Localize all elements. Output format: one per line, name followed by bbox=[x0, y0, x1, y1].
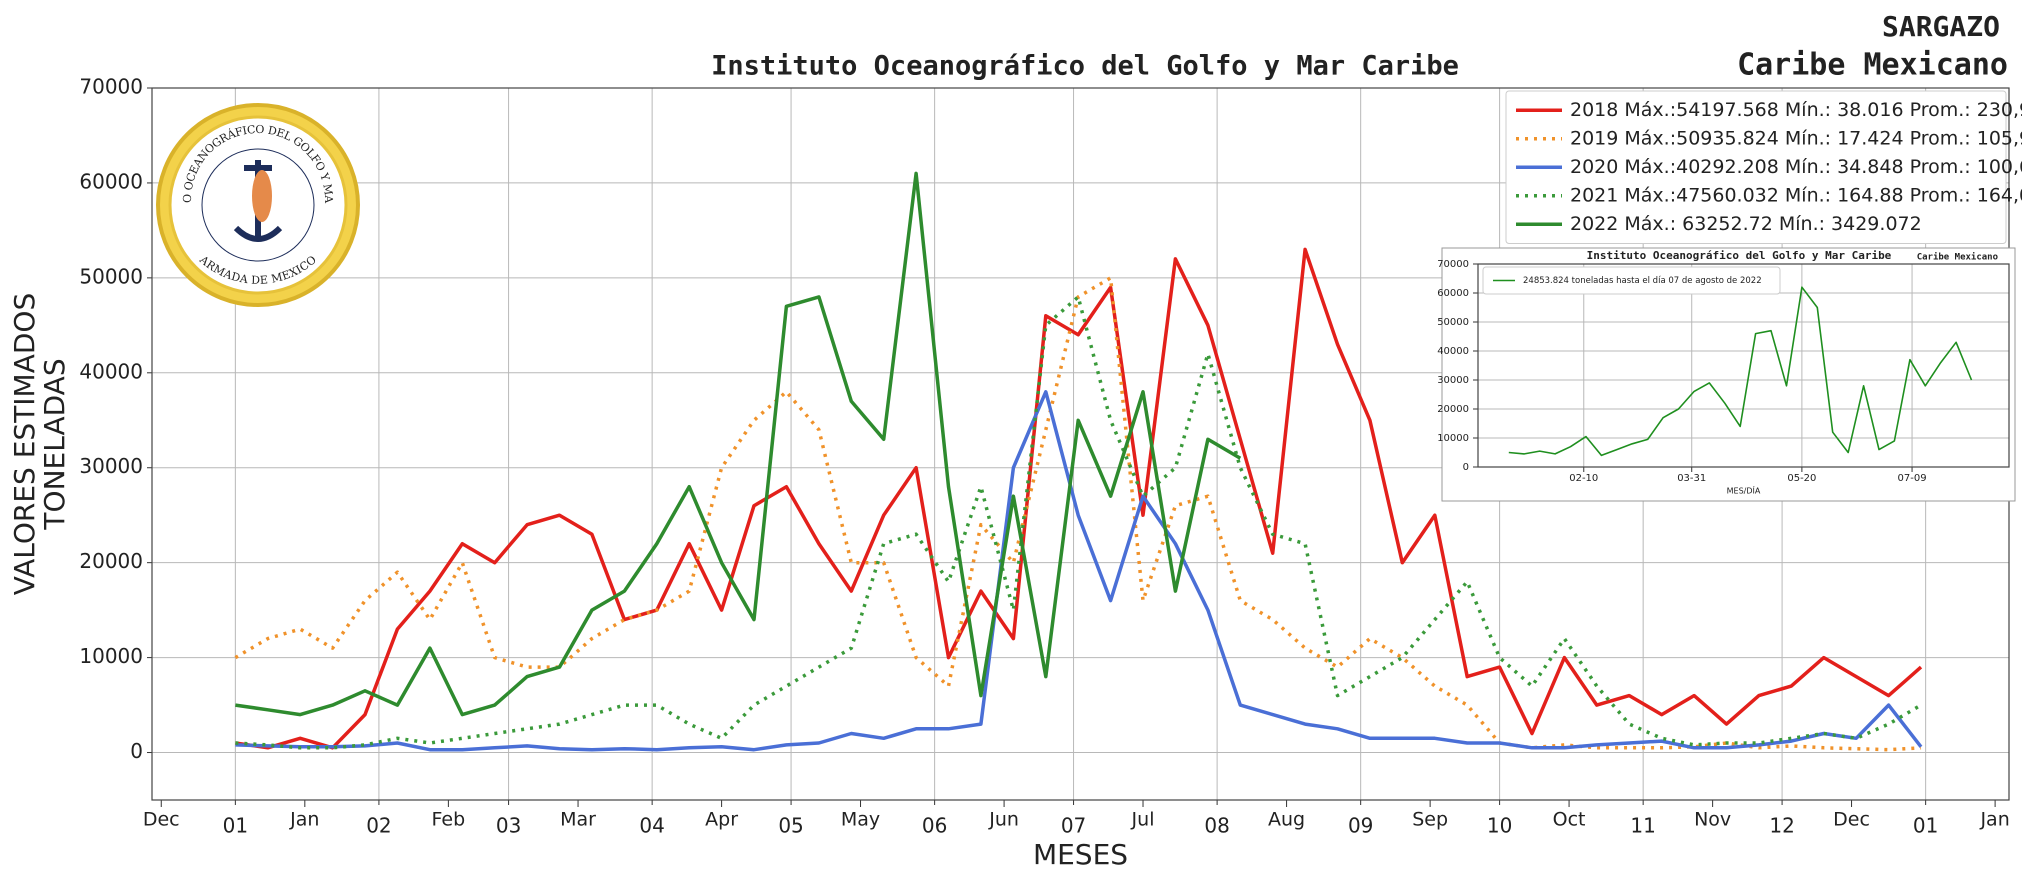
x2-tick-label: Jun bbox=[988, 809, 1019, 831]
x-tick-label: 01 bbox=[1913, 814, 1938, 838]
x2-tick-label: Sep bbox=[1412, 809, 1448, 831]
x2-tick-label: Feb bbox=[432, 809, 466, 831]
inset-region: Caribe Mexicano bbox=[1917, 252, 1998, 263]
legend-box bbox=[1482, 266, 1781, 295]
x-tick-label: 05-20 bbox=[1787, 473, 1816, 484]
x-tick-label: 09 bbox=[1348, 814, 1373, 838]
series-line bbox=[235, 247, 1923, 750]
x-tick-label: 05 bbox=[778, 814, 803, 838]
x2-tick-label: Nov bbox=[1694, 809, 1731, 831]
x-tick-label: 11 bbox=[1630, 814, 1655, 838]
x-axis-label: MES/DÍA bbox=[1727, 485, 1761, 496]
plot-area bbox=[1478, 264, 2009, 467]
x2-tick-label: Oct bbox=[1553, 809, 1586, 831]
y-tick-label: 20000 bbox=[79, 549, 143, 573]
x2-tick-label: Dec bbox=[1833, 809, 1870, 831]
y-tick-label: 10000 bbox=[79, 644, 143, 668]
x-tick-label: 01 bbox=[223, 814, 248, 838]
series-line bbox=[235, 171, 1242, 717]
x2-tick-label: May bbox=[841, 809, 880, 831]
y-tick-label: 50000 bbox=[79, 264, 143, 288]
region-title: Caribe Mexicano bbox=[1737, 48, 2008, 83]
x-tick-label: 07-09 bbox=[1898, 473, 1927, 484]
y-tick-label: 40000 bbox=[1437, 346, 1469, 357]
chart-title: Instituto Oceanográfico del Golfo y Mar … bbox=[711, 51, 1459, 82]
x2-tick-label: Jan bbox=[1979, 809, 2009, 831]
x2-tick-label: Aug bbox=[1268, 809, 1305, 831]
x2-tick-label: Apr bbox=[705, 809, 738, 831]
plot-frame bbox=[1477, 263, 2010, 468]
x-tick-label: 03 bbox=[496, 814, 521, 838]
series-line bbox=[235, 390, 1923, 752]
x-tick-label: 02-10 bbox=[1569, 473, 1598, 484]
series-line bbox=[234, 276, 1922, 752]
series-line bbox=[1508, 286, 1973, 457]
x-tick-label: 06 bbox=[922, 814, 947, 838]
legend-label: 2022 Máx.: 63252.72 Mín.: 3429.072 bbox=[1570, 213, 1922, 235]
x-tick-label: 04 bbox=[639, 814, 664, 838]
y-tick-label: 0 bbox=[130, 739, 143, 763]
x-tick-label: 07 bbox=[1061, 814, 1086, 838]
legend-label: 2020 Máx.:40292.208 Mín.: 34.848 Prom.: … bbox=[1570, 156, 2022, 178]
y-tick-label: 30000 bbox=[79, 454, 143, 478]
x-tick-label: 10 bbox=[1487, 814, 1512, 838]
x2-tick-label: Jan bbox=[289, 809, 319, 831]
y-tick-label: 50000 bbox=[1437, 317, 1469, 328]
y-tick-label: 60000 bbox=[1437, 288, 1469, 299]
y-tick-label: 20000 bbox=[1437, 404, 1469, 415]
y-tick-label: 70000 bbox=[79, 75, 143, 99]
x-axis-label: MESES bbox=[1033, 838, 1128, 871]
legend-label: 2021 Máx.:47560.032 Mín.: 164.88 Prom.: … bbox=[1570, 184, 2022, 206]
y-axis-label: TONELADAS bbox=[38, 358, 71, 530]
x-tick-label: 12 bbox=[1769, 814, 1794, 838]
supertitle: SARGAZO bbox=[1882, 10, 2000, 43]
legend-label: 24853.824 toneladas hasta el día 07 de a… bbox=[1523, 276, 1762, 286]
x2-tick-label: Dec bbox=[143, 809, 180, 831]
x2-tick-label: Jul bbox=[1131, 809, 1155, 831]
y-axis-label: VALORES ESTIMADOS bbox=[8, 293, 41, 596]
legend-box bbox=[1505, 90, 2007, 244]
y-tick-label: 60000 bbox=[79, 169, 143, 193]
logo: INSTITUTO OCEANOGRÁFICO DEL GOLFO Y MAR … bbox=[0, 0, 360, 307]
y-tick-label: 30000 bbox=[1437, 375, 1469, 386]
legend-label: 2019 Máx.:50935.824 Mín.: 17.424 Prom.: … bbox=[1570, 127, 2022, 149]
x-tick-label: 03-31 bbox=[1677, 473, 1706, 484]
y-tick-label: 70000 bbox=[1437, 259, 1469, 270]
logo-figure bbox=[252, 170, 272, 222]
y-tick-label: 10000 bbox=[1437, 433, 1469, 444]
y-tick-label: 0 bbox=[1463, 462, 1469, 473]
y-tick-label: 40000 bbox=[79, 359, 143, 383]
inset-title: Instituto Oceanográfico del Golfo y Mar … bbox=[1587, 249, 1892, 262]
legend-label: 2018 Máx.:54197.568 Mín.: 38.016 Prom.: … bbox=[1570, 99, 2022, 121]
x-tick-label: 08 bbox=[1204, 814, 1229, 838]
x2-tick-label: Mar bbox=[560, 809, 596, 831]
x-tick-label: 02 bbox=[366, 814, 391, 838]
inset-chart: 0 10000 20000 30000 40000 50000 60000 70000 02-1… bbox=[1437, 247, 2016, 502]
series-line bbox=[235, 295, 1922, 750]
chart-header: SARGAZO Caribe Mexicano Instituto Oceano… bbox=[711, 10, 2008, 83]
